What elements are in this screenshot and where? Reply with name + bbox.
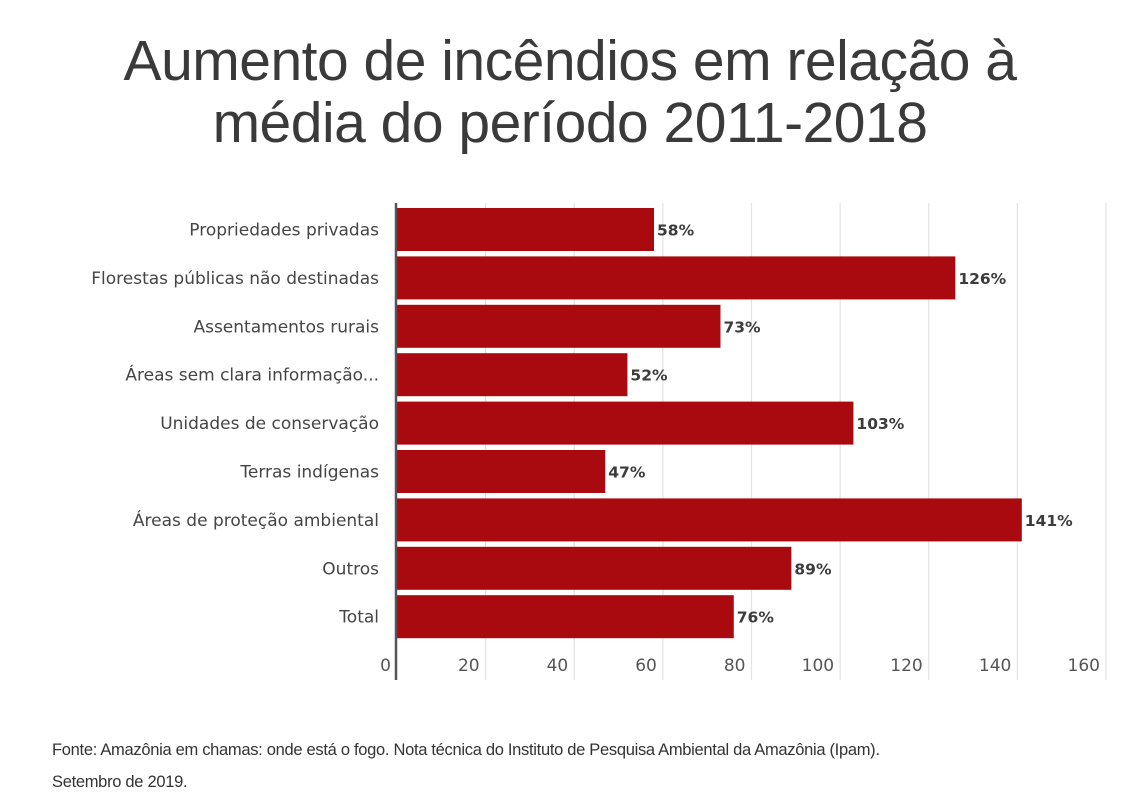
value-label: 58% — [657, 222, 695, 240]
category-label: Terras indígenas — [239, 463, 379, 483]
category-label: Outros — [322, 559, 379, 579]
bar — [397, 256, 956, 300]
chart-title-line-2: média do período 2011-2018 — [212, 91, 928, 155]
bar — [397, 401, 854, 445]
value-labels: 58% 126% 73% 52% 103% 47% 141% 89% 76% — [608, 222, 1073, 627]
x-tick-label: 80 — [724, 656, 746, 676]
value-label: 89% — [794, 560, 832, 578]
source-note: Fonte: Amazônia em chamas: onde está o f… — [52, 734, 1112, 798]
source-note-line-1: Fonte: Amazônia em chamas: onde está o f… — [52, 741, 880, 759]
category-label: Florestas públicas não destinadas — [91, 269, 379, 289]
bar — [397, 450, 606, 493]
value-label: 141% — [1025, 512, 1073, 530]
bar — [397, 546, 792, 590]
x-axis-ticks: 0 20 40 60 80 100 120 140 160 — [380, 656, 1100, 676]
x-tick-label: 20 — [458, 656, 480, 676]
category-label: Propriedades privadas — [189, 221, 379, 241]
value-label: 76% — [737, 609, 775, 627]
bar — [397, 595, 734, 639]
category-labels: Propriedades privadas Florestas públicas … — [91, 221, 379, 628]
x-tick-label: 160 — [1068, 656, 1100, 676]
bar — [397, 304, 721, 348]
x-tick-label: 0 — [380, 656, 391, 676]
chart-title-line-1: Aumento de incêndios em relação à — [123, 29, 1017, 93]
bar — [397, 208, 655, 251]
value-label: 103% — [856, 415, 904, 433]
x-tick-label: 100 — [802, 656, 834, 676]
category-label: Assentamentos rurais — [193, 317, 379, 337]
x-tick-label: 120 — [890, 656, 922, 676]
x-tick-label: 60 — [635, 656, 657, 676]
x-tick-label: 140 — [979, 656, 1011, 676]
category-label: Unidades de conservação — [160, 414, 379, 434]
bar — [397, 498, 1022, 542]
value-label: 52% — [630, 367, 668, 385]
category-label: Áreas sem clara informação... — [125, 364, 379, 386]
category-label: Total — [338, 608, 379, 628]
value-label: 47% — [608, 464, 646, 482]
x-tick-label: 40 — [547, 656, 569, 676]
value-label: 126% — [958, 270, 1006, 288]
bars — [397, 208, 1022, 639]
bar — [397, 353, 628, 397]
source-note-line-2: Setembro de 2019. — [52, 773, 188, 791]
category-label: Áreas de proteção ambiental — [133, 509, 379, 531]
chart-title: Aumento de incêndios em relação à média … — [0, 30, 1140, 154]
value-label: 73% — [723, 318, 761, 336]
